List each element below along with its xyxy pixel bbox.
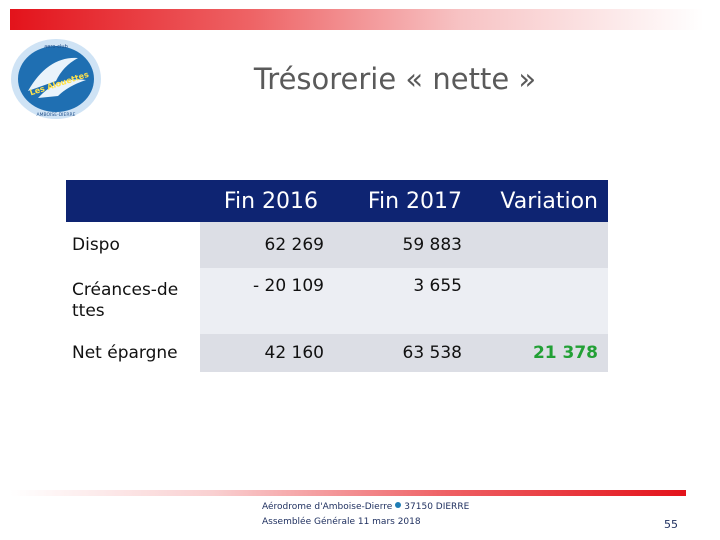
cell-creances-variation (472, 268, 608, 334)
cell-net-2016: 42 160 (200, 334, 334, 372)
header-empty-cell (66, 180, 200, 222)
header-variation: Variation (472, 180, 608, 222)
slide-title: Trésorerie « nette » (253, 62, 537, 96)
treasury-table: Fin 2016 Fin 2017 Variation Dispo 62 269… (66, 180, 608, 372)
cell-dispo-2017: 59 883 (334, 222, 472, 268)
footer-postal: 37150 DIERRE (404, 502, 470, 512)
logo-bird-shape-2 (38, 79, 86, 98)
cell-net-variation: 21 378 (472, 334, 608, 372)
row-label-dispo: Dispo (66, 222, 200, 268)
footer-event: Assemblée Générale 11 mars 2018 (262, 517, 421, 527)
header-fin-2017: Fin 2017 (334, 180, 472, 222)
row-label-creances-dettes: Créances-dettes (66, 268, 200, 334)
row-label-net-epargne: Net épargne (66, 334, 200, 372)
table-row: Net épargne 42 160 63 538 21 378 (66, 334, 608, 372)
svg-text:aero-club: aero-club (44, 44, 68, 50)
bullet-dot-icon (395, 502, 402, 508)
table-header-row: Fin 2016 Fin 2017 Variation (66, 180, 608, 222)
footer-place: Aérodrome d'Amboise-Dierre (262, 502, 393, 512)
slide-footer: Aérodrome d'Amboise-Dierre 37150 DIERRE A… (262, 500, 469, 530)
row-label-creances-dettes-text: Créances-dettes (72, 280, 179, 321)
page-number: 55 (664, 518, 678, 531)
table-row: Créances-dettes - 20 109 3 655 (66, 268, 608, 334)
svg-text:AMBOISE-DIERRE: AMBOISE-DIERRE (37, 112, 76, 118)
cell-creances-2017: 3 655 (334, 268, 472, 334)
cell-dispo-variation (472, 222, 608, 268)
cell-creances-2016: - 20 109 (200, 268, 334, 334)
top-accent-bar (10, 9, 704, 30)
footer-line-1: Aérodrome d'Amboise-Dierre 37150 DIERRE (262, 500, 469, 515)
bottom-accent-bar (10, 490, 686, 496)
header-fin-2016: Fin 2016 (200, 180, 334, 222)
cell-net-2017: 63 538 (334, 334, 472, 372)
logo-bird-shape (28, 57, 78, 91)
aeroclub-logo: aero-club Les Alouettes AMBOISE-DIERRE (11, 39, 101, 119)
cell-dispo-2016: 62 269 (200, 222, 334, 268)
table-row: Dispo 62 269 59 883 (66, 222, 608, 268)
